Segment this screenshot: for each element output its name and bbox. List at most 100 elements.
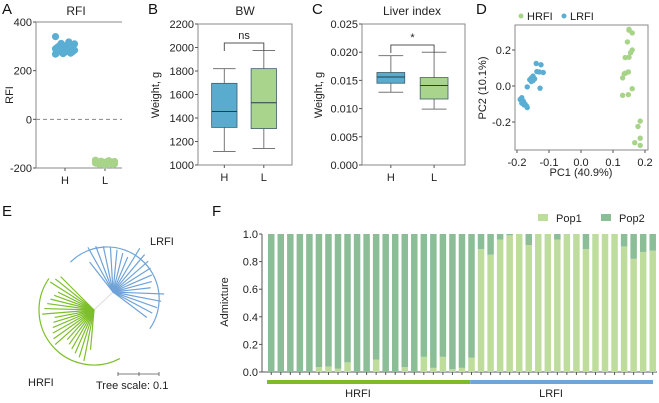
d-point-hrfi xyxy=(621,71,627,77)
pB-ytick-label: 2200 xyxy=(170,19,194,31)
tree-branch-hrfi xyxy=(53,309,95,323)
tree-branch-lrfi xyxy=(112,249,118,293)
tree-branch-hrfi xyxy=(54,294,95,311)
pB-ytick-label: 1400 xyxy=(170,113,194,125)
panel-f: F Admixture 0.0 0.2 0.4 0.6 0.8 1.0 Pop1 Pop2 H… xyxy=(212,203,657,400)
f-bar-pop1 xyxy=(439,356,447,372)
f-ytick-label: 1.0 xyxy=(243,229,258,241)
d-ytick-label: 0.0 xyxy=(496,81,511,93)
f-bar-pop1 xyxy=(620,246,628,372)
tree-branch-lrfi xyxy=(112,254,146,293)
f-bar-pop2 xyxy=(363,234,370,372)
f-legend-swatch-pop1 xyxy=(538,214,548,221)
d-xtick-label: -0.2 xyxy=(508,157,527,169)
tree-branch-hrfi xyxy=(50,298,95,311)
tree-branch-lrfi xyxy=(102,246,114,293)
tree-branch-lrfi xyxy=(112,291,165,295)
d-legend-label-hrfi: HRFI xyxy=(527,11,553,23)
pB-sig-label: ns xyxy=(238,30,250,42)
f-bar-pop1 xyxy=(554,239,561,372)
f-bar-pop1 xyxy=(535,234,542,372)
clade-label-lrfi: LRFI xyxy=(150,236,174,248)
panel-label-a: A xyxy=(2,1,12,18)
d-point-hrfi xyxy=(637,118,643,124)
f-bar-pop2 xyxy=(620,234,628,247)
tree-branch-hrfi xyxy=(42,309,95,315)
d-point-lrfi xyxy=(538,62,544,68)
tree-branch-lrfi xyxy=(112,256,129,293)
pB-ytick-label: 1000 xyxy=(170,160,194,172)
pB-xtick-label: L xyxy=(261,172,267,184)
d-point-hrfi xyxy=(635,123,641,130)
tree-branch-lrfi xyxy=(112,291,158,309)
f-bar-pop1 xyxy=(458,367,466,372)
f-bar-pop2 xyxy=(630,234,637,259)
f-bar-pop2 xyxy=(439,234,447,357)
panel-label-b: B xyxy=(148,1,158,18)
d-point-lrfi xyxy=(540,69,546,76)
tree-branch-hrfi xyxy=(78,309,95,358)
title-bw: BW xyxy=(235,4,255,18)
d-point-hrfi xyxy=(622,54,628,61)
f-bar-pop1 xyxy=(544,234,552,372)
f-bar-pop1 xyxy=(344,362,351,372)
d-ytick-label: -0.2 xyxy=(492,117,511,129)
f-bar-pop2 xyxy=(296,234,304,372)
d-point-hrfi xyxy=(624,39,631,45)
pC-sig-bracket xyxy=(390,44,435,53)
f-bar-pop1 xyxy=(515,234,523,372)
f-bar-pop2 xyxy=(353,234,361,372)
f-bar-pop2 xyxy=(287,234,294,372)
f-bar-pop1 xyxy=(525,245,532,372)
d-point-hrfi xyxy=(625,91,632,98)
f-bar-pop2 xyxy=(344,234,351,363)
tree-branch-lrfi xyxy=(95,245,114,293)
xlabel-pc1: PC1 (40.9%) xyxy=(550,167,613,179)
f-bar-pop2 xyxy=(401,234,408,368)
f-bar-pop1 xyxy=(611,234,618,372)
f-bar-pop1 xyxy=(630,258,637,372)
f-bar-pop1 xyxy=(506,235,513,372)
f-bar-pop1 xyxy=(449,369,456,372)
d-point-lrfi xyxy=(524,84,530,90)
tree-branch-lrfi xyxy=(112,274,153,293)
d-point-hrfi xyxy=(619,75,626,81)
f-bar-pop2 xyxy=(649,234,656,251)
tree-branch-hrfi xyxy=(60,276,95,311)
f-bar-pop2 xyxy=(382,234,389,372)
ylabel-admixture: Admixture xyxy=(219,277,231,327)
group-label-hrfi: HRFI xyxy=(345,388,371,400)
d-ytick-label: 0.2 xyxy=(496,45,511,57)
tree-branch-lrfi xyxy=(112,291,148,318)
pC-box-h xyxy=(376,72,406,84)
tree-branch-hrfi xyxy=(52,309,95,329)
a-point-h xyxy=(51,33,60,41)
f-bar-pop2 xyxy=(496,234,504,240)
tree-branch-hrfi xyxy=(52,309,95,334)
ylabel-liver: Weight, g xyxy=(313,72,325,118)
f-bar-pop1 xyxy=(582,249,590,372)
f-bar-pop2 xyxy=(430,234,437,368)
d-point-hrfi xyxy=(637,142,643,149)
f-bar-pop1 xyxy=(563,234,571,372)
pC-ytick-label: 0.005 xyxy=(330,132,358,144)
a-point-l xyxy=(109,160,117,169)
panel-c: C Liver index Weight, g 0.000 0.005 0.010 0… xyxy=(312,1,466,184)
d-point-hrfi xyxy=(637,135,643,141)
f-bar-pop1 xyxy=(592,234,599,372)
f-bar-pop2 xyxy=(325,234,332,367)
d-legend-marker-lrfi xyxy=(561,13,567,19)
f-bar-pop1 xyxy=(372,359,380,372)
panel-a: A RFI RFI 400 200 0 -200 H L xyxy=(2,1,122,187)
tree-branch-hrfi xyxy=(71,309,95,350)
a-ytick-label: 0 xyxy=(26,114,32,126)
f-bar-pop2 xyxy=(306,234,313,372)
d-xtick-label: 0.1 xyxy=(605,157,620,169)
tree-branch-lrfi xyxy=(112,260,149,293)
pB-box-l xyxy=(250,68,277,129)
tree-branch-hrfi xyxy=(49,281,95,311)
pC-ytick-label: 0.025 xyxy=(330,19,358,31)
tree-branch-lrfi xyxy=(109,247,114,293)
pC-ytick-label: 0.015 xyxy=(330,75,358,87)
